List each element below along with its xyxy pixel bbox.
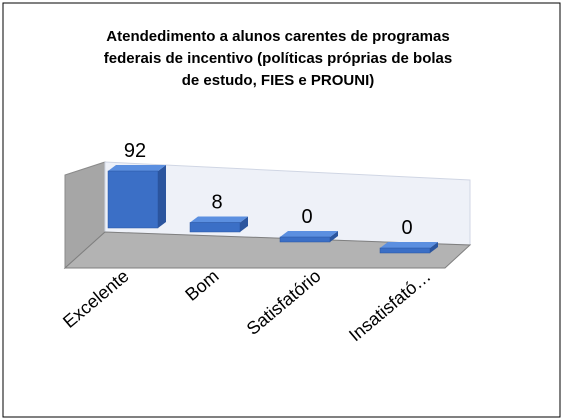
bar-top [280,231,338,237]
data-label: 92 [124,140,146,162]
x-tick-label: Satisfatório [243,266,325,339]
floor [63,231,472,269]
x-tick-label: Excelente [59,266,132,332]
bar-side [158,165,166,228]
bar-side [240,216,248,232]
bar [107,170,159,229]
data-label: 0 [301,206,312,228]
bar [279,236,331,243]
chart-border [2,2,561,418]
bar [379,247,431,254]
x-tick-label: Insatisfató… [345,266,434,346]
bar-top [380,242,438,248]
data-label: 8 [211,191,222,213]
bar [189,222,241,233]
bar-side [330,231,338,242]
x-tick-label: Bom [181,266,222,305]
data-label: 0 [401,217,412,239]
bar-top [190,216,248,223]
bar-top [108,165,166,171]
chart-title: Atendedimento a alunos carentes de progr… [103,28,453,89]
bar-side [430,242,438,253]
